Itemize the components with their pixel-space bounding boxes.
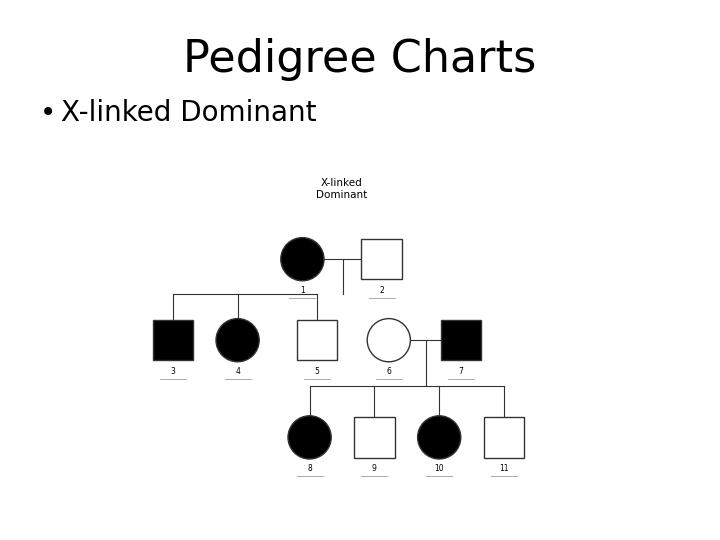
Text: Pedigree Charts: Pedigree Charts xyxy=(184,38,536,81)
Text: 10: 10 xyxy=(434,464,444,473)
Text: 4: 4 xyxy=(235,367,240,376)
Text: 1: 1 xyxy=(300,286,305,295)
Text: X-linked
Dominant: X-linked Dominant xyxy=(316,178,368,200)
Ellipse shape xyxy=(216,319,259,362)
Text: 7: 7 xyxy=(459,367,463,376)
Bar xyxy=(153,320,193,360)
Text: 8: 8 xyxy=(307,464,312,473)
Text: 3: 3 xyxy=(171,367,175,376)
Text: 11: 11 xyxy=(499,464,509,473)
Bar xyxy=(441,320,481,360)
Bar xyxy=(354,417,395,457)
Text: 6: 6 xyxy=(387,367,391,376)
Ellipse shape xyxy=(418,416,461,459)
Text: 9: 9 xyxy=(372,464,377,473)
Bar xyxy=(297,320,337,360)
Text: 2: 2 xyxy=(379,286,384,295)
Ellipse shape xyxy=(281,238,324,281)
Ellipse shape xyxy=(367,319,410,362)
Text: X-linked Dominant: X-linked Dominant xyxy=(61,99,317,127)
Bar xyxy=(361,239,402,279)
Ellipse shape xyxy=(288,416,331,459)
Text: 5: 5 xyxy=(315,367,319,376)
Bar xyxy=(484,417,524,457)
Text: •: • xyxy=(40,99,56,127)
